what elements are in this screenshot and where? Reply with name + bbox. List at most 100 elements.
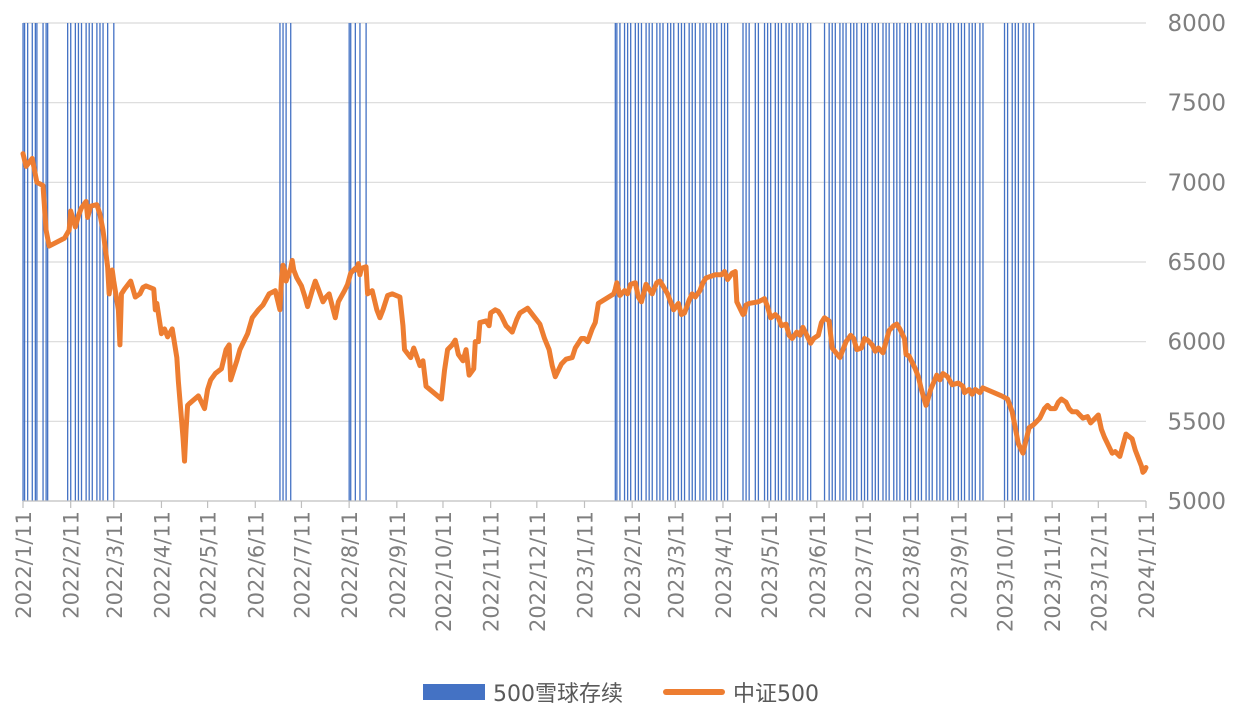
snowball-bar-63 xyxy=(727,23,728,501)
snowball-bar-6 xyxy=(42,23,43,501)
y-tick-label-6000: 6000 xyxy=(1167,330,1226,356)
snowball-bar-118 xyxy=(950,23,951,501)
x-tick-label-13: 2023/2/11 xyxy=(621,511,645,619)
snowball-bar-23 xyxy=(282,23,283,501)
snowball-bar-24 xyxy=(285,23,286,501)
snowball-bar-55 xyxy=(699,23,700,501)
snowball-bar-105 xyxy=(904,23,905,501)
snowball-bar-90 xyxy=(850,23,851,501)
snowball-bar-53 xyxy=(692,23,693,501)
snowball-bar-128 xyxy=(1004,23,1005,501)
snowball-bar-60 xyxy=(716,23,717,501)
snowball-bar-11 xyxy=(75,23,76,501)
snowball-bar-79 xyxy=(799,23,800,501)
snowball-bar-52 xyxy=(689,23,690,501)
gridlines xyxy=(23,23,1146,421)
snowball-bar-126 xyxy=(979,23,980,501)
x-tick-label-14: 2023/3/11 xyxy=(664,511,688,619)
snowball-bar-42 xyxy=(652,23,653,501)
x-tick-label-17: 2023/6/11 xyxy=(806,511,830,619)
snowball-bar-32 xyxy=(616,23,617,501)
snowball-bar-18 xyxy=(99,23,100,501)
snowball-bar-70 xyxy=(767,23,768,501)
x-tick-label-11: 2022/12/11 xyxy=(526,511,550,632)
snowball-bar-28 xyxy=(355,23,356,501)
snowball-bar-109 xyxy=(918,23,919,501)
snowball-bar-59 xyxy=(713,23,714,501)
snowball-bar-37 xyxy=(635,23,636,501)
snowball-bar-127 xyxy=(982,23,983,501)
x-tick-label-15: 2023/4/11 xyxy=(712,511,736,619)
snowball-bar-107 xyxy=(910,23,911,501)
snowball-bar-68 xyxy=(758,23,759,501)
snowball-bar-114 xyxy=(936,23,937,501)
x-tick-label-1: 2022/2/11 xyxy=(60,511,84,619)
snowball-bar-62 xyxy=(724,23,725,501)
snowball-bar-112 xyxy=(928,23,929,501)
snowball-bar-94 xyxy=(864,23,865,501)
x-tick-label-18: 2023/7/11 xyxy=(852,511,876,619)
snowball-bar-40 xyxy=(645,23,646,501)
snowball-bar-99 xyxy=(882,23,883,501)
csi500-line xyxy=(23,154,1146,473)
snowball-bar-4 xyxy=(35,23,36,501)
x-tick-label-19: 2023/8/11 xyxy=(900,511,924,619)
snowball-bar-54 xyxy=(695,23,696,501)
legend-item-csi500: 中证500 xyxy=(663,676,819,708)
x-tick-label-24: 2024/1/11 xyxy=(1135,511,1159,619)
snowball-bar-77 xyxy=(792,23,793,501)
snowball-bar-130 xyxy=(1012,23,1013,501)
snowball-bar-67 xyxy=(755,23,756,501)
legend-item-snowball: 500雪球存续 xyxy=(423,676,623,708)
snowball-bar-3 xyxy=(32,23,33,501)
y-tick-label-5000: 5000 xyxy=(1167,489,1226,515)
x-tick-labels: 2022/1/11 2022/2/11 2022/3/11 2022/4/11 2022… xyxy=(12,511,1159,632)
x-tick-label-22: 2023/11/11 xyxy=(1041,511,1065,632)
snowball-bar-47 xyxy=(670,23,671,501)
snowball-bar-117 xyxy=(947,23,948,501)
snowball-bar-19 xyxy=(102,23,103,501)
snowball-bar-84 xyxy=(828,23,829,501)
snowball-bar-16 xyxy=(92,23,93,501)
snowball-bar-12 xyxy=(78,23,79,501)
x-tick-label-2: 2022/3/11 xyxy=(103,511,127,619)
snowball-bar-121 xyxy=(961,23,962,501)
x-tick-label-6: 2022/7/11 xyxy=(290,511,314,619)
x-tick-label-3: 2022/4/11 xyxy=(150,511,174,619)
snowball-bar-43 xyxy=(656,23,657,501)
snowball-bar-49 xyxy=(678,23,679,501)
snowball-bar-104 xyxy=(899,23,900,501)
snowball-bar-33 xyxy=(619,23,620,501)
snowball-bar-89 xyxy=(845,23,846,501)
y-tick-label-5500: 5500 xyxy=(1167,409,1226,435)
snowball-bar-9 xyxy=(67,23,68,501)
x-tick-label-0: 2022/1/11 xyxy=(12,511,36,619)
snowball-bar-61 xyxy=(721,23,722,501)
snowball-bar-57 xyxy=(705,23,706,501)
snowball-bar-82 xyxy=(810,23,811,501)
snowball-bar-21 xyxy=(113,23,114,501)
snowball-bar-133 xyxy=(1022,23,1023,501)
snowball-bar-27 xyxy=(350,23,351,501)
snowball-bar-22 xyxy=(279,23,280,501)
snowball-bar-123 xyxy=(968,23,969,501)
snowball-bar-8 xyxy=(47,23,48,501)
snowball-bar-136 xyxy=(1033,23,1034,501)
snowball-bar-65 xyxy=(745,23,746,501)
snowball-bar-96 xyxy=(872,23,873,501)
snowball-bar-66 xyxy=(749,23,750,501)
snowball-bar-108 xyxy=(915,23,916,501)
snowball-bar-125 xyxy=(975,23,976,501)
snowball-bar-5 xyxy=(36,23,37,501)
y-tick-label-7000: 7000 xyxy=(1167,170,1226,196)
snowball-bar-78 xyxy=(796,23,797,501)
snowball-bar-97 xyxy=(875,23,876,501)
snowball-bar-93 xyxy=(861,23,862,501)
snowball-bar-58 xyxy=(710,23,711,501)
snowball-bar-10 xyxy=(70,23,71,501)
snowball-bar-119 xyxy=(953,23,954,501)
snowball-bar-1 xyxy=(24,23,25,501)
